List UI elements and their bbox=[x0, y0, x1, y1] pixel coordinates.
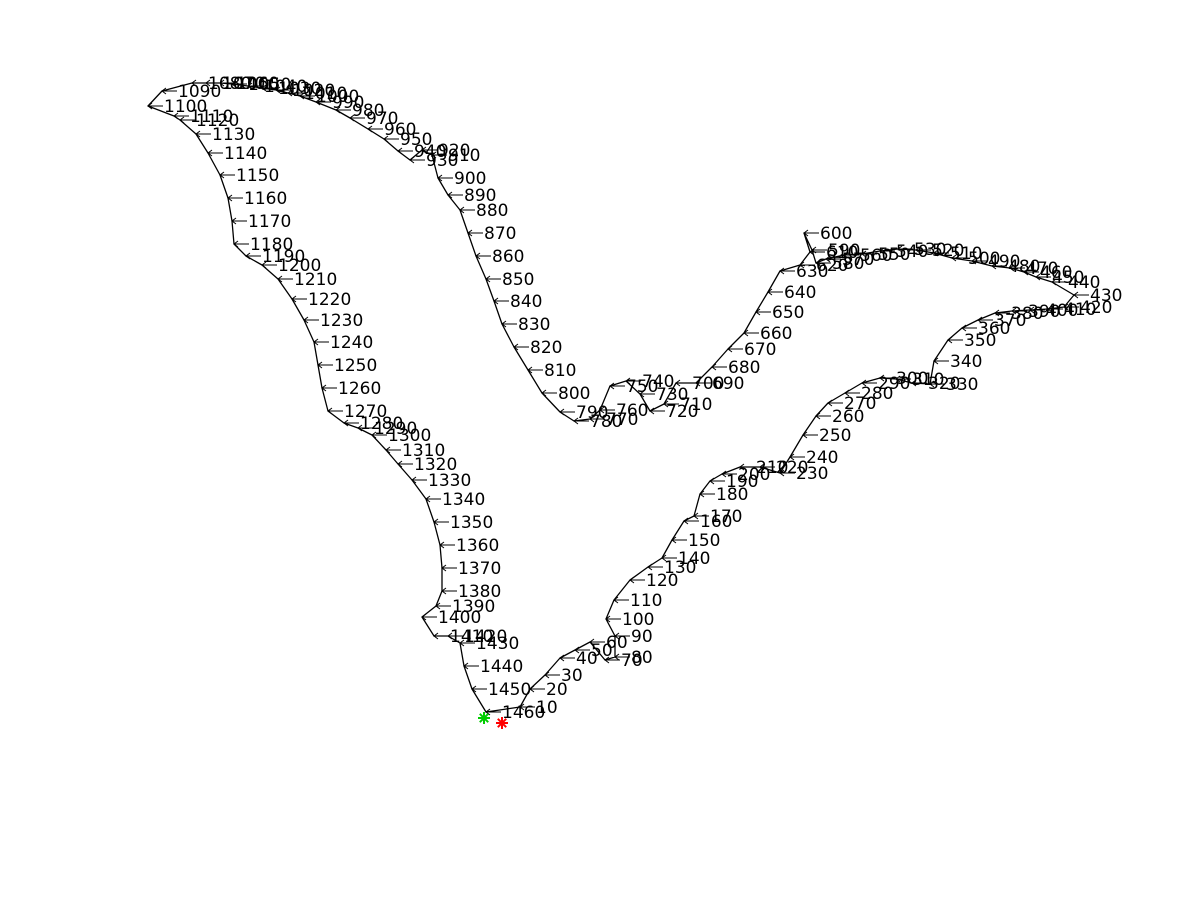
point-label-text: 890 bbox=[464, 186, 496, 206]
start-marker bbox=[478, 712, 490, 724]
point-label-text: 820 bbox=[530, 338, 562, 358]
point-label-text: 110 bbox=[630, 591, 662, 611]
point-label-text: 800 bbox=[558, 384, 590, 404]
point-label-text: 1340 bbox=[442, 490, 485, 510]
point-label-text: 170 bbox=[710, 507, 742, 527]
point-label-text: 1460 bbox=[502, 703, 545, 723]
point-label-text: 650 bbox=[772, 303, 804, 323]
point-label-text: 100 bbox=[622, 610, 654, 630]
end-marker bbox=[496, 717, 508, 729]
point-label-text: 1450 bbox=[488, 680, 531, 700]
point-label-text: 1130 bbox=[212, 125, 255, 145]
point-label-text: 750 bbox=[626, 377, 658, 397]
point-label-text: 1250 bbox=[334, 356, 377, 376]
point-label-text: 1360 bbox=[456, 536, 499, 556]
point-label-text: 640 bbox=[784, 283, 816, 303]
point-label-text: 810 bbox=[544, 361, 576, 381]
point-label-text: 140 bbox=[678, 549, 710, 569]
point-label-text: 1220 bbox=[308, 290, 351, 310]
point-label-text: 1150 bbox=[236, 166, 279, 186]
point-label-text: 1440 bbox=[480, 657, 523, 677]
point-label-text: 240 bbox=[806, 448, 838, 468]
point-label-text: 340 bbox=[950, 352, 982, 372]
point-label-text: 790 bbox=[576, 403, 608, 423]
point-label-text: 1230 bbox=[320, 311, 363, 331]
point-label-text: 860 bbox=[492, 247, 524, 267]
point-label-text: 850 bbox=[502, 270, 534, 290]
point-label-text: 1330 bbox=[428, 471, 471, 491]
point-label-text: 1350 bbox=[450, 513, 493, 533]
point-label-text: 1140 bbox=[224, 144, 267, 164]
point-label-text: 1430 bbox=[476, 634, 519, 654]
point-label-text: 1210 bbox=[294, 270, 337, 290]
point-label-text: 830 bbox=[518, 315, 550, 335]
point-label-text: 870 bbox=[484, 224, 516, 244]
point-label-text: 900 bbox=[454, 169, 486, 189]
point-label-text: 1240 bbox=[330, 333, 373, 353]
point-label-text: 670 bbox=[744, 340, 776, 360]
point-label-text: 1170 bbox=[248, 212, 291, 232]
point-label-text: 30 bbox=[561, 666, 583, 686]
point-label-text: 630 bbox=[796, 262, 828, 282]
point-label-text: 80 bbox=[631, 648, 653, 668]
point-label-text: 1400 bbox=[438, 608, 481, 628]
point-label-text: 330 bbox=[946, 375, 978, 395]
point-label-text: 90 bbox=[631, 627, 653, 647]
point-label-text: 250 bbox=[819, 426, 851, 446]
point-label-text: 700 bbox=[692, 374, 724, 394]
point-label-text: 600 bbox=[820, 224, 852, 244]
point-label-text: 720 bbox=[666, 402, 698, 422]
point-label-text: 1370 bbox=[458, 559, 501, 579]
point-label-text: 150 bbox=[688, 531, 720, 551]
point-label-text: 1160 bbox=[244, 189, 287, 209]
point-label-text: 840 bbox=[510, 292, 542, 312]
point-label-text: 1260 bbox=[338, 379, 381, 399]
